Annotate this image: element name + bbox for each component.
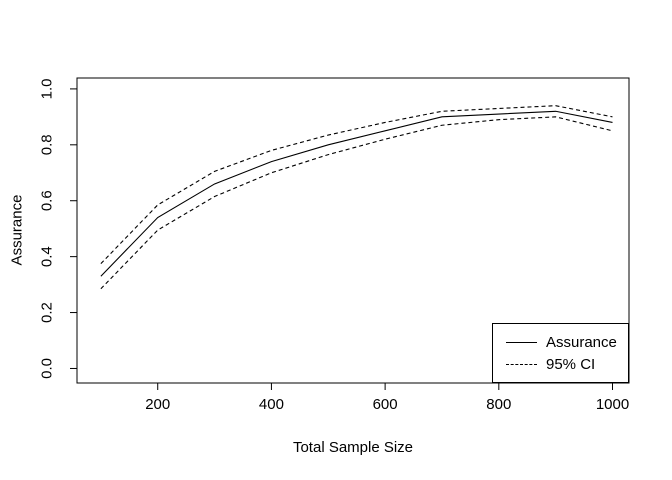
legend-label-ci: 95% CI (546, 355, 596, 373)
legend-entry-ci: 95% CI (506, 357, 628, 372)
legend-line-solid (506, 341, 537, 343)
x-tick-label: 200 (145, 396, 170, 413)
legend: Assurance 95% CI (492, 323, 629, 383)
x-tick-label: 800 (486, 396, 511, 413)
y-tick-label: 0.6 (39, 190, 56, 211)
legend-label-assurance: Assurance (546, 333, 617, 351)
legend-line-dashed (506, 363, 537, 365)
y-tick-label: 1.0 (39, 78, 56, 99)
plot-border (76, 77, 630, 384)
x-tick-label: 400 (259, 396, 284, 413)
series-line-assurance (100, 110, 613, 277)
series-line-95-ci-lower (100, 116, 613, 290)
x-tick-label: 1000 (596, 396, 629, 413)
y-tick-label: 0.0 (39, 358, 56, 379)
x-axis-ticks: 200 400 600 800 1000 (145, 383, 629, 413)
y-tick-label: 0.8 (39, 134, 56, 155)
y-tick-label: 0.2 (39, 302, 56, 323)
y-axis-ticks: 0.0 0.2 0.4 0.6 0.8 1.0 (39, 78, 77, 379)
y-axis-title: Assurance (8, 194, 26, 266)
series-line-95-ci-upper (100, 105, 613, 265)
y-tick-label: 0.4 (39, 246, 56, 267)
x-tick-label: 600 (373, 396, 398, 413)
x-axis-title: Total Sample Size (292, 439, 414, 456)
legend-entry-assurance: Assurance (506, 335, 628, 350)
